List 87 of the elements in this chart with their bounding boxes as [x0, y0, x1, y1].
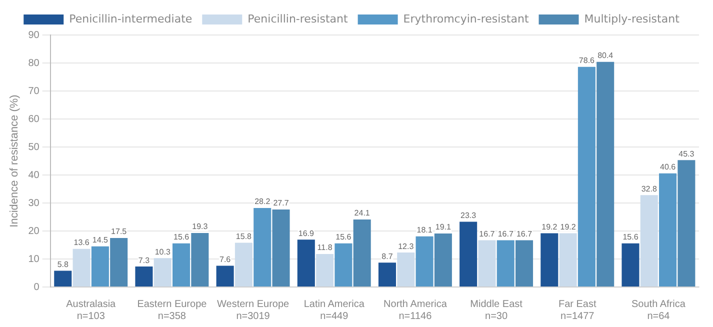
data-label: 19.3 [192, 222, 208, 232]
data-label: 11.8 [317, 243, 333, 252]
data-label: 13.6 [74, 238, 90, 248]
data-label: 10.3 [154, 247, 171, 256]
bar [54, 270, 72, 286]
y-tick-label: 80 [28, 58, 40, 69]
data-label: 19.2 [560, 222, 576, 232]
data-label: 8.7 [382, 252, 394, 261]
bar [378, 262, 396, 286]
legend-label: Penicillin-intermediate [69, 12, 192, 26]
bar [135, 266, 153, 286]
bar [216, 266, 234, 286]
legend-label: Multiply-resistant [584, 12, 680, 26]
data-label: 16.7 [516, 229, 533, 238]
data-label: 14.5 [92, 236, 109, 245]
bar [596, 62, 614, 286]
y-tick-label: 90 [28, 30, 40, 41]
y-tick-label: 0 [34, 282, 40, 293]
data-label: 19.2 [542, 222, 558, 232]
data-label: 15.6 [173, 232, 190, 242]
y-tick-label: 60 [28, 114, 40, 125]
data-label: 7.6 [220, 254, 232, 264]
bar [254, 208, 272, 286]
bar [154, 258, 172, 286]
bar [659, 173, 677, 286]
x-tick-label: Australasia n=103 [66, 298, 116, 322]
bar [353, 220, 371, 286]
data-label: 15.6 [336, 232, 352, 242]
y-tick-label: 40 [28, 170, 40, 181]
bar [110, 238, 128, 286]
bar [297, 240, 315, 286]
bar [559, 233, 577, 286]
x-tick-label: Western Europe n=3019 [216, 298, 290, 322]
data-label: 7.3 [138, 256, 150, 265]
bar [496, 240, 514, 286]
data-label: 16.9 [298, 228, 314, 238]
bar [540, 233, 558, 286]
legend-label: Penicillin-resistant [248, 12, 348, 26]
data-label: 19.1 [435, 222, 452, 232]
data-label: 27.7 [273, 198, 290, 208]
bar [416, 236, 434, 286]
x-tick-label: Latin America n=449 [304, 298, 365, 322]
bar [434, 234, 452, 286]
data-label: 17.5 [111, 227, 128, 236]
data-label: 15.6 [622, 232, 639, 242]
data-label: 28.2 [254, 197, 271, 206]
bar [91, 246, 109, 286]
data-label: 16.7 [498, 229, 514, 238]
bar [172, 243, 190, 286]
bar [578, 66, 596, 286]
bar [478, 240, 496, 286]
bar [316, 254, 334, 286]
bar [72, 248, 90, 286]
bar [334, 243, 352, 286]
data-label: 18.1 [416, 226, 433, 235]
bar [640, 195, 658, 286]
bar [622, 243, 640, 286]
bar [397, 252, 415, 286]
x-tick-label: Middle East n=30 [470, 298, 523, 322]
data-label: 40.6 [660, 162, 676, 172]
y-tick-label: 50 [28, 142, 40, 153]
legend-label: Erythromcyin-resistant [403, 12, 530, 26]
y-tick-label: 70 [28, 86, 40, 97]
x-tick-label: Eastern Europe n=358 [137, 298, 208, 322]
y-tick-label: 20 [28, 226, 40, 237]
data-label: 32.8 [641, 184, 658, 194]
bar [191, 232, 209, 286]
data-label: 45.3 [678, 149, 695, 158]
x-tick-label: North America n=1146 [384, 298, 448, 322]
data-label: 23.3 [460, 210, 477, 220]
data-label: 12.3 [398, 242, 414, 251]
data-label: 5.8 [57, 260, 69, 269]
data-label: 24.1 [354, 208, 370, 218]
bar [678, 160, 696, 286]
data-label: 15.8 [236, 232, 252, 241]
x-tick-label: South Africa n=64 [631, 298, 686, 322]
x-tick-label: Far East n=1477 [558, 298, 596, 322]
data-label: 78.6 [578, 56, 596, 66]
bar [272, 209, 290, 286]
bar [460, 222, 478, 286]
data-label: 80.4 [598, 51, 614, 60]
y-tick-label: 10 [28, 254, 40, 265]
y-tick-label: 30 [28, 198, 40, 209]
bar [234, 242, 252, 286]
bar [515, 240, 534, 286]
y-axis-title: Incidence of resistance (%) [8, 94, 21, 228]
data-label: 16.7 [479, 229, 496, 238]
